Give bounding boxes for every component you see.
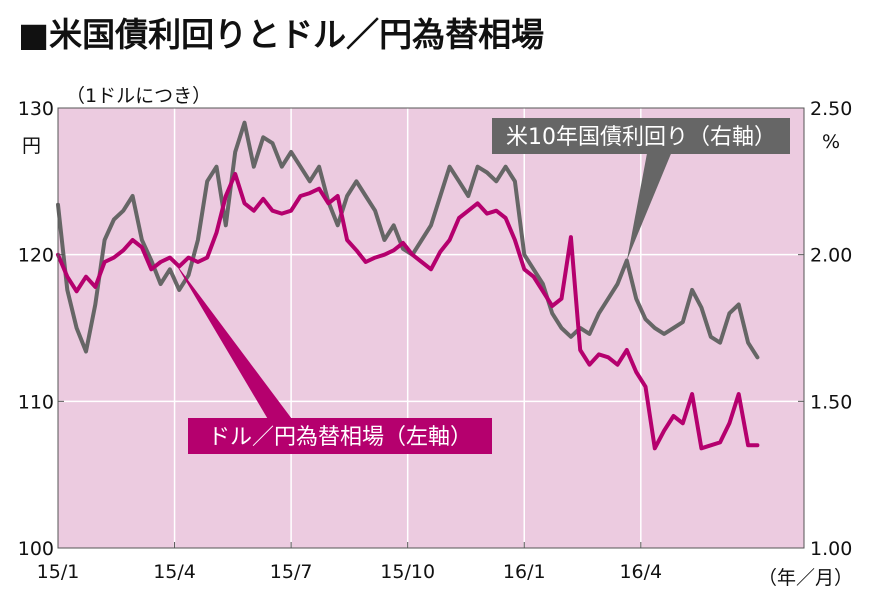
callout-box xyxy=(188,418,492,454)
right-tick-label: 1.00 xyxy=(810,538,852,560)
left-tick-label: 130 xyxy=(18,98,54,120)
left-tick-label: 100 xyxy=(18,538,54,560)
yen-series-line xyxy=(56,172,760,451)
x-tick-label: 15/4 xyxy=(153,561,196,583)
left-tick-label: 110 xyxy=(18,391,54,413)
x-tick-label: 15/1 xyxy=(37,561,80,583)
left-axis-unit: 円 xyxy=(22,135,41,157)
x-axis-unit: （年／月） xyxy=(758,567,853,589)
callout-label: ドル／円為替相場（左軸） xyxy=(208,425,472,450)
callout-label: 米10年国債利回り（右軸） xyxy=(506,125,776,150)
callout-pointer xyxy=(174,262,292,418)
x-tick-label: 15/10 xyxy=(380,561,435,583)
callout-box xyxy=(492,118,790,154)
plot-frame xyxy=(57,107,805,549)
right-tick-label: 1.50 xyxy=(810,391,852,413)
callouts: 米10年国債利回り（右軸） ドル／円為替相場（左軸） xyxy=(174,118,790,454)
series-layer xyxy=(56,120,760,451)
x-tick-label: 16/4 xyxy=(619,561,662,583)
x-tick-label: 16/1 xyxy=(503,561,546,583)
unit-note: （1ドルにつき） xyxy=(66,85,211,107)
chart-title: ■米国債利回りとドル／円為替相場 xyxy=(18,15,544,54)
callout-pointer xyxy=(626,154,671,261)
right-tick-label: 2.50 xyxy=(810,98,852,120)
grid-lines xyxy=(58,108,804,548)
axis-ticks: 130 120 110 100 2.50 2.00 1.50 1.00 15/1 15/4 15/7… xyxy=(18,98,853,583)
right-axis-unit: % xyxy=(822,131,840,153)
plot-area xyxy=(58,108,804,548)
right-tick-label: 2.00 xyxy=(810,245,852,267)
x-tick-label: 15/7 xyxy=(270,561,313,583)
left-tick-label: 120 xyxy=(18,245,54,267)
